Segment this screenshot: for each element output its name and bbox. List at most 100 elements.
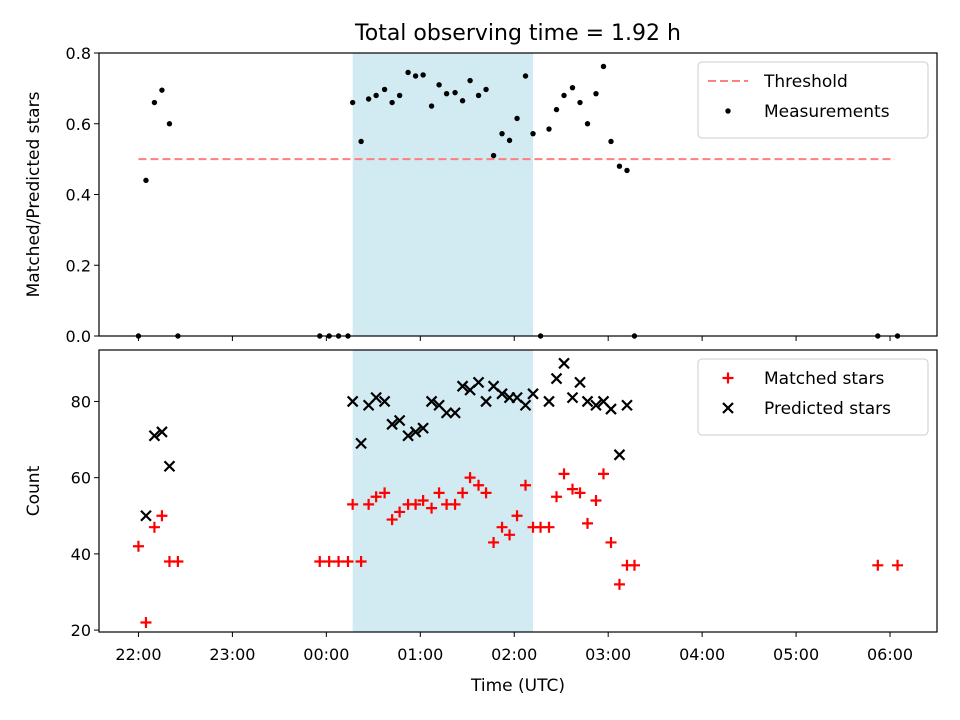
predicted-stars-point: [519, 399, 532, 412]
matched-stars-point: [473, 479, 485, 491]
measurements-point: [405, 69, 411, 76]
measurements-point: [143, 177, 149, 184]
measurements-point: [616, 163, 623, 169]
predicted-stars-point: [496, 388, 508, 400]
predicted-stars-point: [613, 449, 626, 461]
measurements-point: [159, 87, 165, 93]
predicted-stars-point: [449, 407, 461, 419]
y-axis-label: Count: [24, 465, 44, 516]
measurements-point: [420, 72, 426, 78]
matched-stars-point: [597, 468, 609, 480]
y-tick-label: 0.4: [66, 186, 91, 205]
legend-box: [697, 61, 929, 139]
matched-stars-point: [590, 495, 602, 507]
matched-stars-point: [355, 556, 367, 567]
measurements-point: [452, 89, 458, 96]
x-axis-label: Time (UTC): [470, 676, 565, 696]
matched-stars-point: [464, 472, 476, 484]
measurements-point: [349, 99, 356, 106]
measurements-point: [166, 121, 173, 127]
predicted-stars-point: [378, 395, 391, 408]
predicted-stars-point: [456, 380, 469, 392]
axes-frame: [98, 349, 938, 633]
predicted-stars-point: [527, 388, 539, 400]
x-tick-label: 04:00: [679, 645, 725, 664]
matched-stars-point: [520, 479, 532, 491]
measurements-point: [584, 121, 591, 127]
matched-stars-point: [314, 556, 326, 567]
measurements-point: [514, 115, 520, 122]
matched-stars-point: [496, 521, 508, 533]
predicted-stars-point: [590, 399, 602, 412]
measurements-point: [553, 106, 560, 113]
measurements-point: [483, 86, 489, 93]
y-tick-label: 0.8: [66, 44, 91, 63]
predicted-stars-point: [402, 429, 414, 442]
matched-stars-point: [363, 498, 375, 510]
matched-stars-point: [323, 556, 335, 567]
predicted-stars-point: [543, 395, 555, 408]
matched-stars-point: [504, 529, 516, 541]
legend-measurements-label: Measurements: [764, 102, 890, 122]
matched-stars-point: [613, 578, 625, 590]
measurements-point: [490, 152, 497, 159]
predicted-stars-point: [156, 426, 168, 438]
matched-stars-point: [140, 616, 152, 628]
y-tick-label: 60: [71, 469, 91, 488]
matched-stars-point: [172, 556, 184, 567]
predicted-stars-point: [566, 391, 579, 404]
legend: Threshold Measurements: [697, 61, 929, 139]
predicted-stars-point: [140, 509, 152, 522]
measurements-point: [358, 138, 364, 145]
measurements-point: [499, 130, 505, 137]
y-axis-label: Matched/Predicted stars: [24, 91, 44, 297]
legend-box: [697, 358, 929, 436]
matched-stars-point: [488, 536, 500, 548]
measurements-point: [436, 82, 442, 88]
measurements-point: [412, 73, 419, 79]
legend-predicted-stars-swatch: [722, 402, 734, 414]
predicted-stars-point: [393, 414, 406, 427]
legend: Matched stars Predicted stars: [697, 358, 929, 436]
matched-stars-point: [347, 498, 359, 510]
matched-stars-point: [379, 487, 391, 499]
predicted-stars-point: [581, 395, 594, 408]
x-tick-label: 23:00: [209, 645, 255, 664]
matched-stars-point: [566, 483, 578, 495]
x-tick-label: 05:00: [773, 645, 819, 664]
measurements-point: [561, 92, 567, 99]
predicted-stars-point: [472, 376, 485, 389]
predicted-stars-point: [409, 426, 422, 438]
matched-stars-point: [426, 502, 438, 514]
measurements-point: [600, 63, 607, 70]
matched-stars-point: [132, 540, 144, 552]
measurements-point: [475, 92, 482, 99]
measurements-point: [396, 92, 403, 99]
predicted-stars-point: [440, 407, 453, 419]
top-panel: 0.0 0.2 0.4 0.6 0.8 Matched/Predicted stars Th…: [24, 44, 938, 346]
measurements-point: [569, 84, 576, 91]
measurements-point: [522, 73, 529, 79]
measurements-point: [151, 99, 158, 106]
matched-stars-point: [449, 498, 461, 510]
x-tick-label: 01:00: [397, 645, 443, 664]
measurements-point: [428, 103, 435, 109]
legend-measurements-swatch: [725, 108, 731, 114]
predicted-stars-point: [605, 403, 617, 415]
matched-stars-point: [148, 521, 160, 533]
observing-window: [352, 53, 534, 336]
matched-stars-point: [543, 521, 555, 533]
matched-stars-point: [433, 487, 445, 499]
measurements-point: [577, 99, 583, 106]
predicted-stars-point: [574, 376, 586, 389]
legend-matched-stars-label: Matched stars: [764, 369, 884, 389]
measurements-point: [530, 130, 536, 137]
x-tick-label: 00:00: [303, 645, 349, 664]
matched-stars-point: [457, 487, 469, 499]
legend-matched-stars-swatch: [722, 372, 734, 384]
x-tick-label: 02:00: [491, 645, 537, 664]
matched-stars-point: [156, 510, 168, 522]
y-tick-label: 0.2: [66, 256, 91, 275]
matched-stars-point: [582, 517, 594, 529]
